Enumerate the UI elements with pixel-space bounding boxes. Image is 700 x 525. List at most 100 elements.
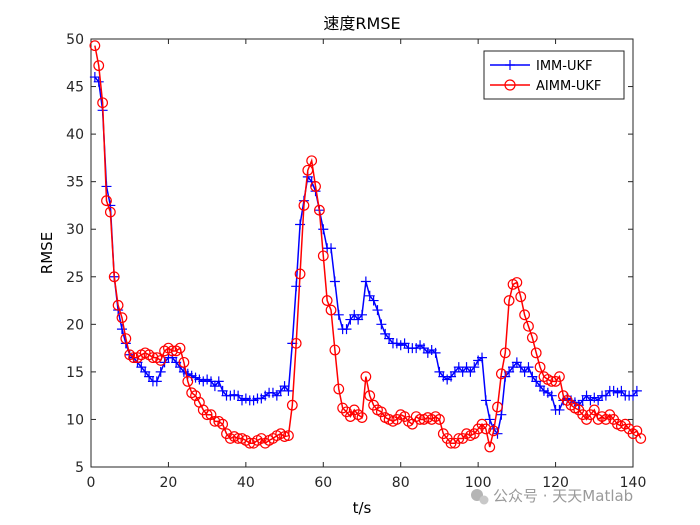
chart-title: 速度RMSE	[323, 14, 400, 33]
data-point-aimm-ukf	[93, 60, 105, 72]
data-point-imm-ukf	[318, 224, 329, 235]
data-point-imm-ukf	[484, 414, 495, 425]
data-point-aimm-ukf	[182, 376, 194, 387]
y-tick-label: 45	[66, 80, 84, 96]
data-point-imm-ukf	[341, 324, 352, 335]
data-point-aimm-ukf	[364, 390, 376, 402]
data-point-aimm-ukf	[283, 430, 294, 442]
data-point-aimm-ukf	[325, 304, 337, 316]
data-point-imm-ukf	[326, 243, 337, 254]
data-point-imm-ukf	[546, 390, 557, 401]
y-tick-label: 15	[66, 365, 84, 381]
y-tick-label: 25	[66, 270, 84, 286]
series-line-aimm-ukf	[94, 45, 642, 448]
data-point-aimm-ukf	[178, 356, 190, 368]
data-point-imm-ukf	[357, 309, 367, 320]
x-tick-label: 0	[87, 475, 96, 491]
data-point-aimm-ukf	[104, 206, 116, 218]
data-point-aimm-ukf	[174, 342, 186, 354]
data-point-aimm-ukf	[155, 355, 167, 366]
data-point-aimm-ukf	[515, 291, 527, 303]
data-point-imm-ukf	[372, 305, 383, 316]
series-aimm-ukf	[89, 40, 647, 453]
data-point-aimm-ukf	[356, 412, 368, 423]
data-point-imm-ukf	[151, 376, 162, 387]
legend-label-imm-ukf: IMM-UKF	[536, 59, 592, 74]
data-point-aimm-ukf	[484, 441, 496, 453]
data-point-aimm-ukf	[209, 415, 221, 427]
y-tick-label: 5	[75, 460, 84, 476]
data-point-aimm-ukf	[434, 414, 445, 425]
y-tick-label: 50	[66, 32, 84, 48]
data-point-aimm-ukf	[554, 371, 565, 383]
data-point-aimm-ukf	[217, 418, 229, 430]
data-point-imm-ukf	[116, 324, 127, 335]
data-point-imm-ukf	[376, 319, 387, 330]
data-point-aimm-ukf	[499, 347, 511, 359]
data-point-imm-ukf	[368, 295, 379, 306]
data-point-imm-ukf	[430, 347, 441, 358]
data-point-aimm-ukf	[298, 200, 310, 211]
plot-area	[90, 38, 634, 468]
x-tick-label: 80	[392, 475, 410, 491]
data-point-aimm-ukf	[279, 431, 290, 442]
data-point-aimm-ukf	[480, 423, 492, 435]
series-layer	[89, 40, 647, 453]
data-point-aimm-ukf	[290, 337, 302, 349]
data-point-aimm-ukf	[120, 333, 132, 345]
data-point-imm-ukf	[333, 309, 344, 320]
data-point-aimm-ukf	[503, 295, 515, 306]
data-point-imm-ukf	[213, 376, 224, 387]
x-tick-label: 140	[620, 475, 647, 491]
data-point-aimm-ukf	[302, 164, 314, 176]
data-point-imm-ukf	[360, 276, 371, 287]
data-point-imm-ukf	[93, 76, 104, 87]
data-point-aimm-ukf	[108, 271, 120, 283]
data-point-aimm-ukf	[286, 399, 298, 411]
data-point-aimm-ukf	[321, 295, 333, 306]
data-point-imm-ukf	[469, 362, 480, 373]
data-point-aimm-ukf	[337, 402, 349, 414]
data-point-aimm-ukf	[360, 371, 372, 383]
data-point-aimm-ukf	[244, 437, 256, 449]
data-point-aimm-ukf	[588, 404, 600, 416]
legend-marker-circle	[504, 79, 516, 91]
x-tick-label: 20	[160, 475, 178, 491]
data-point-aimm-ukf	[445, 437, 457, 449]
data-point-aimm-ukf	[453, 433, 465, 444]
data-point-aimm-ukf	[635, 433, 647, 444]
data-point-aimm-ukf	[294, 268, 306, 280]
y-tick-label: 30	[66, 222, 84, 238]
data-point-imm-ukf	[155, 366, 166, 377]
data-point-aimm-ukf	[523, 320, 534, 332]
data-point-imm-ukf	[631, 385, 642, 396]
data-point-imm-ukf	[477, 352, 488, 363]
data-point-aimm-ukf	[101, 195, 112, 207]
y-tick-label: 10	[66, 412, 84, 428]
y-tick-label: 20	[66, 317, 84, 333]
data-point-imm-ukf	[496, 409, 507, 420]
data-point-aimm-ukf	[534, 361, 546, 373]
data-point-aimm-ukf	[511, 277, 523, 288]
data-point-aimm-ukf	[128, 352, 139, 364]
data-point-aimm-ukf	[488, 425, 500, 437]
data-point-aimm-ukf	[546, 376, 558, 387]
data-point-aimm-ukf	[306, 155, 318, 167]
data-point-aimm-ukf	[375, 406, 387, 418]
x-tick-label: 60	[314, 475, 332, 491]
legend-marker-plus	[505, 60, 515, 70]
data-point-aimm-ukf	[414, 414, 426, 425]
watermark-text: 公众号 · 天天Matlab	[493, 487, 633, 505]
x-tick-label: 100	[465, 475, 492, 491]
data-point-imm-ukf	[554, 404, 565, 415]
x-tick-label: 120	[542, 475, 569, 491]
data-point-aimm-ukf	[333, 383, 345, 395]
data-point-aimm-ukf	[526, 332, 538, 344]
x-tick-label: 40	[237, 475, 255, 491]
data-point-aimm-ukf	[166, 345, 178, 357]
data-point-aimm-ukf	[97, 97, 109, 109]
data-point-aimm-ukf	[314, 204, 325, 216]
data-point-aimm-ukf	[530, 347, 542, 359]
data-point-aimm-ukf	[116, 312, 128, 324]
data-point-aimm-ukf	[492, 401, 503, 413]
